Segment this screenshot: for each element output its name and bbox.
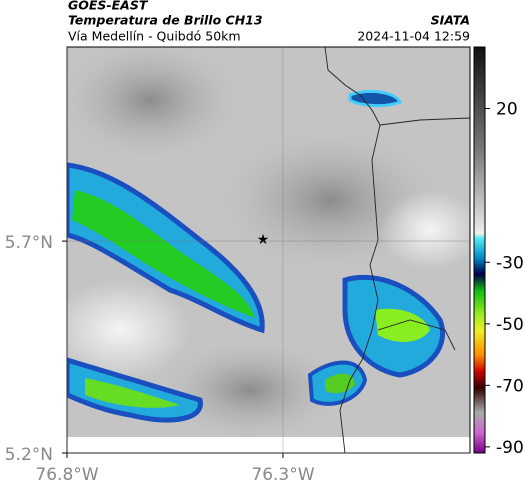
colorbar-tick-label: 20 — [496, 100, 518, 120]
colorbar-tick-label: -50 — [496, 315, 524, 335]
lon-tick-label: 76.3°W — [251, 465, 314, 485]
lon-tick-label: 76.8°W — [35, 465, 98, 485]
colorbar-tick-label: -90 — [496, 438, 524, 458]
location-marker: ★ — [257, 232, 270, 248]
timestamp: 2024-11-04 12:59 — [357, 29, 470, 44]
satellite-image: ★ — [67, 47, 470, 453]
ticks: 76.8°W 76.3°W 5.7°N 5.2°N 20 -30 -50 -70 -90 — [5, 47, 524, 485]
subtitle: Vía Medellín - Quibdó 50km — [68, 29, 241, 44]
source: GOES-EAST — [68, 0, 149, 13]
colorbar — [473, 46, 486, 454]
colorbar-tick-label: -70 — [496, 376, 524, 396]
brand: SIATA — [431, 13, 470, 28]
lat-tick-label: 5.7°N — [5, 233, 53, 253]
colorbar-tick-label: -30 — [496, 253, 524, 273]
lat-tick-label: 5.2°N — [5, 445, 53, 465]
title: Temperatura de Brillo CH13 — [68, 13, 263, 28]
